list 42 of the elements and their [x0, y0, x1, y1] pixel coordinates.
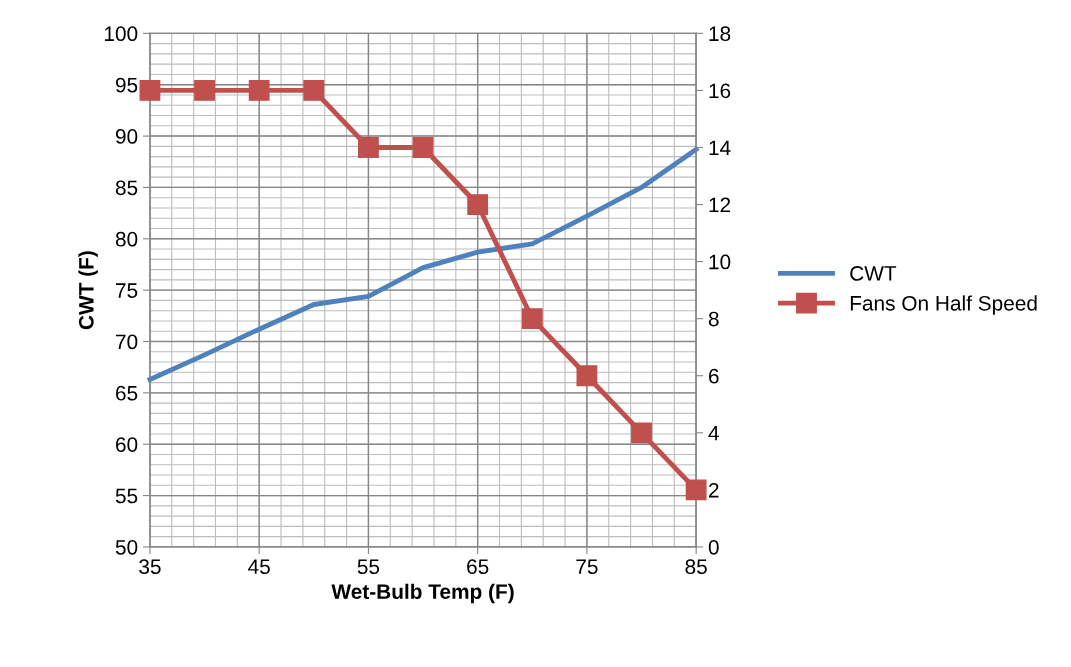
point: [248, 79, 270, 101]
point: [576, 365, 598, 387]
y-tick-label: 75: [116, 283, 138, 298]
x-tick-label: 45: [248, 559, 270, 575]
x-tick-label: 65: [467, 559, 489, 575]
y-tick-label: 65: [116, 385, 138, 401]
y-tick-label: 80: [115, 231, 138, 247]
point: [521, 308, 543, 330]
y-tick-label: 50: [115, 539, 138, 555]
x-tick-label: 85: [685, 559, 707, 575]
point: [685, 479, 707, 501]
point: [194, 79, 215, 101]
y-axis-title: CWT (F): [78, 251, 98, 330]
x-tick-label: 35: [139, 559, 161, 575]
x-tick-label: 55: [357, 559, 380, 575]
y2-tick-label: 4: [708, 426, 719, 441]
y2-tick-label: 2: [709, 482, 719, 498]
y-tick-label: 95: [115, 77, 138, 93]
y-tick-label: 90: [115, 129, 138, 144]
legend-label: Fans On Half Speed: [850, 295, 1037, 315]
x-axis-title: Wet-Bulb Temp (F): [331, 583, 514, 604]
x-tick-label: 75: [576, 559, 598, 575]
point: [631, 422, 652, 444]
y2-tick-label: 12: [709, 197, 731, 213]
y-tick-label: 55: [115, 488, 138, 504]
y2-tick-label: 16: [709, 83, 731, 99]
y2-tick-label: 10: [709, 254, 731, 270]
y-tick-label: 70: [116, 334, 138, 350]
y2-tick-label: 0: [708, 539, 719, 555]
point: [358, 137, 379, 158]
legend-label: CWT: [850, 266, 897, 281]
y2-tick-label: 6: [709, 368, 719, 384]
y-tick-label: 85: [115, 180, 138, 196]
point: [303, 79, 325, 101]
point: [467, 194, 489, 215]
y-tick-label: 100: [104, 26, 138, 42]
y2-tick-label: 14: [709, 140, 731, 156]
point: [412, 137, 434, 158]
y2-tick-label: 8: [708, 311, 719, 327]
point: [139, 79, 161, 101]
y-tick-label: 60: [116, 437, 138, 452]
y2-tick-label: 18: [709, 26, 731, 42]
